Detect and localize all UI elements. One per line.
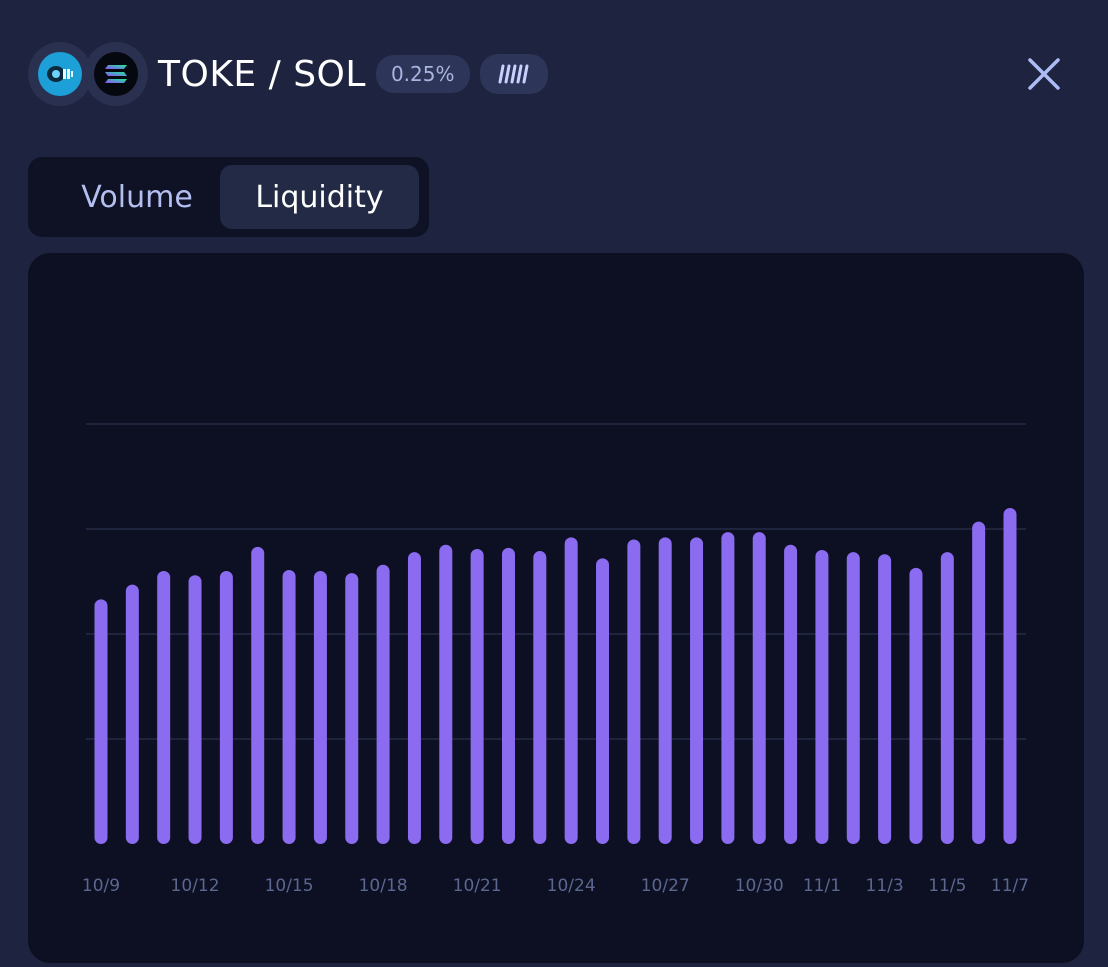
chart-tabs: Volume Liquidity <box>28 157 429 237</box>
x-tick-label: 10/21 <box>453 876 502 896</box>
x-tick-label: 10/30 <box>735 876 784 896</box>
liquidity-bar[interactable] <box>313 571 327 844</box>
liquidity-bar[interactable] <box>533 551 547 844</box>
liquidity-bar[interactable] <box>627 539 641 845</box>
liquidity-bar[interactable] <box>282 569 296 844</box>
close-icon <box>1028 58 1060 90</box>
liquidity-bar[interactable] <box>564 537 578 844</box>
liquidity-bar[interactable] <box>94 599 108 844</box>
liquidity-bar[interactable] <box>784 544 798 844</box>
liquidity-bar[interactable] <box>251 546 265 844</box>
liquidity-bar[interactable] <box>1003 508 1017 844</box>
toke-token-icon <box>28 42 92 106</box>
liquidity-bar[interactable] <box>878 554 892 844</box>
liquidity-bar[interactable] <box>909 567 923 844</box>
liquidity-bar[interactable] <box>407 552 421 844</box>
liquidity-bar[interactable] <box>219 571 233 844</box>
liquidity-bar[interactable] <box>658 537 672 844</box>
x-tick-label: 10/27 <box>641 876 690 896</box>
close-button[interactable] <box>1020 50 1068 98</box>
tab-liquidity[interactable]: Liquidity <box>220 165 419 229</box>
liquidity-bar[interactable] <box>690 537 704 844</box>
liquidity-bar[interactable] <box>940 552 954 844</box>
x-tick-label: 11/7 <box>991 876 1029 896</box>
x-tick-label: 10/12 <box>171 876 220 896</box>
fee-tier-badge: 0.25% <box>375 55 470 93</box>
liquidity-bar[interactable] <box>188 575 202 844</box>
x-tick-label: 11/1 <box>803 876 841 896</box>
liquidity-bar[interactable] <box>439 544 453 844</box>
liquidity-bar[interactable] <box>972 521 986 844</box>
x-tick-label: 10/9 <box>82 876 120 896</box>
x-tick-label: 11/5 <box>928 876 966 896</box>
liquidity-bar[interactable] <box>345 573 359 844</box>
liquidity-bar[interactable] <box>596 558 610 844</box>
chart-canvas: 10/9 10/12 10/15 10/18 10/21 10/24 10/27 10/30 1… <box>82 423 1029 896</box>
liquidity-bar[interactable] <box>376 564 390 844</box>
pool-header: TOKE / SOL 0.25% <box>28 40 548 108</box>
x-tick-label: 10/15 <box>265 876 314 896</box>
liquidity-bar[interactable] <box>752 532 766 844</box>
x-tick-label: 10/18 <box>359 876 408 896</box>
liquidity-bar[interactable] <box>815 550 829 844</box>
liquidity-bar[interactable] <box>157 571 171 844</box>
pair-title: TOKE / SOL <box>158 53 366 95</box>
x-tick-label: 11/3 <box>866 876 904 896</box>
sol-token-icon <box>84 42 148 106</box>
liquidity-bar[interactable] <box>470 548 484 844</box>
liquidity-bar[interactable] <box>501 547 515 844</box>
dex-logo-icon <box>479 54 548 94</box>
liquidity-bar[interactable] <box>125 584 139 844</box>
tab-volume[interactable]: Volume <box>81 179 193 215</box>
liquidity-chart: 10/9 10/12 10/15 10/18 10/21 10/24 10/27 10/30 1… <box>28 253 1084 963</box>
x-tick-label: 10/24 <box>547 876 596 896</box>
liquidity-bar[interactable] <box>846 552 860 844</box>
liquidity-bar[interactable] <box>721 532 735 844</box>
